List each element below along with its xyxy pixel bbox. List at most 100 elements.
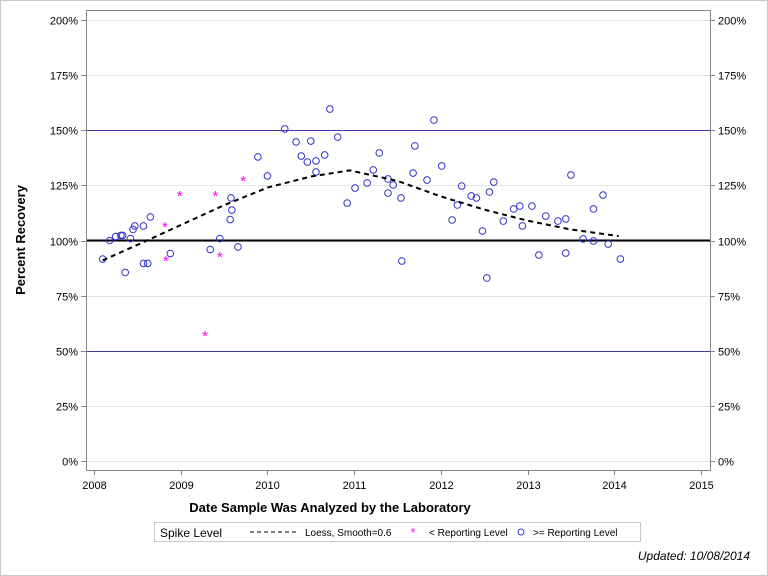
data-point-above	[333, 133, 342, 141]
legend-above: >= Reporting Level	[533, 528, 618, 539]
loess-curve	[102, 169, 619, 262]
y-tick-label: 50%	[56, 347, 78, 359]
data-point-above	[363, 179, 371, 187]
x-tick-label: 2012	[429, 480, 453, 492]
y-tick-label: 175%	[50, 71, 78, 83]
data-point-above	[599, 191, 607, 199]
data-point-above	[437, 162, 446, 170]
data-point-above	[326, 105, 334, 113]
data-point-above	[139, 259, 148, 268]
data-point-above	[129, 225, 137, 234]
y-tick-label: 0%	[62, 457, 78, 469]
data-point-above	[306, 137, 315, 145]
data-point-above	[561, 215, 570, 223]
data-point-above	[430, 116, 438, 124]
y-tick-label-right: 175%	[718, 71, 746, 83]
data-point-above	[411, 142, 419, 150]
data-point-above	[398, 257, 406, 265]
data-point-above	[303, 158, 312, 166]
data-point-above	[280, 125, 289, 133]
x-tick-label: 2013	[516, 480, 540, 492]
data-point-above	[351, 184, 359, 192]
data-point-above	[448, 216, 456, 224]
data-point-below: *	[163, 253, 169, 270]
legend-frame	[154, 522, 641, 542]
data-point-above	[312, 157, 320, 165]
legend-loess: Loess, Smooth=0.6	[305, 528, 392, 539]
data-point-above	[130, 222, 139, 230]
data-point-below: *	[217, 249, 223, 266]
legend-circle-icon	[517, 528, 525, 536]
data-point-above	[397, 194, 405, 202]
data-point-above	[146, 213, 155, 221]
data-point-above	[478, 227, 487, 235]
data-point-above	[423, 176, 431, 184]
data-point-above	[292, 138, 300, 146]
x-tick-label: 2015	[689, 480, 713, 492]
data-point-above	[579, 235, 587, 243]
data-point-above	[535, 251, 543, 259]
data-point-above	[206, 245, 214, 254]
y-tick-label-right: 200%	[718, 16, 746, 28]
data-point-above	[105, 236, 114, 245]
y-tick-label-right: 150%	[718, 126, 746, 138]
data-point-above	[472, 194, 481, 202]
data-point-below: *	[177, 188, 183, 205]
y-tick-label-right: 50%	[718, 347, 740, 359]
data-point-above	[604, 240, 613, 248]
data-point-above	[234, 243, 242, 251]
x-tick-label: 2011	[343, 480, 367, 492]
updated-note: Updated: 10/08/2014	[638, 549, 750, 563]
data-point-above	[263, 172, 272, 180]
data-point-above	[369, 166, 378, 174]
data-point-above	[143, 259, 152, 268]
data-point-above	[320, 151, 329, 159]
data-point-above	[541, 212, 550, 220]
data-point-above	[126, 234, 135, 243]
legend-spike-level: Spike Level	[160, 526, 222, 540]
data-point-above	[343, 199, 352, 207]
data-point-above	[111, 232, 120, 241]
data-point-above	[375, 149, 384, 157]
data-point-above	[228, 206, 236, 214]
x-tick-label: 2010	[255, 480, 279, 492]
data-point-above	[567, 171, 575, 179]
y-tick-label: 200%	[50, 16, 78, 28]
data-point-above	[312, 168, 320, 176]
data-point-above	[226, 215, 234, 224]
data-point-above	[589, 237, 598, 245]
data-point-below: *	[212, 188, 218, 205]
data-point-above	[118, 231, 127, 240]
data-point-below: *	[202, 328, 208, 345]
data-point-above	[215, 234, 224, 243]
legend-star-icon: *	[410, 525, 415, 540]
data-point-above	[457, 182, 466, 190]
x-tick-label: 2009	[169, 480, 193, 492]
data-point-above	[384, 189, 392, 197]
legend-below: < Reporting Level	[429, 528, 508, 539]
x-axis-label: Date Sample Was Analyzed by the Laborato…	[189, 500, 471, 515]
data-point-below: *	[162, 219, 168, 236]
legend: Spike Level Loess, Smooth=0.6 * < Report…	[154, 522, 641, 542]
y-tick-label: 75%	[56, 292, 78, 304]
data-point-above	[509, 205, 518, 213]
data-point-above	[518, 222, 527, 230]
data-point-above	[554, 217, 562, 225]
y-tick-label-right: 100%	[718, 237, 746, 249]
y-tick-label: 100%	[50, 237, 78, 249]
y-tick-label-right: 0%	[718, 457, 734, 469]
x-tick-label: 2014	[602, 480, 626, 492]
y-tick-label-right: 125%	[718, 181, 746, 193]
data-point-above	[616, 255, 625, 263]
data-point-above	[528, 202, 536, 210]
y-tick-label: 125%	[50, 181, 78, 193]
plot-frame	[86, 10, 711, 471]
data-point-above	[297, 152, 306, 160]
data-point-above	[483, 274, 491, 282]
y-tick-label: 25%	[56, 402, 78, 414]
data-point-above	[166, 249, 175, 258]
data-point-below: *	[240, 173, 246, 190]
